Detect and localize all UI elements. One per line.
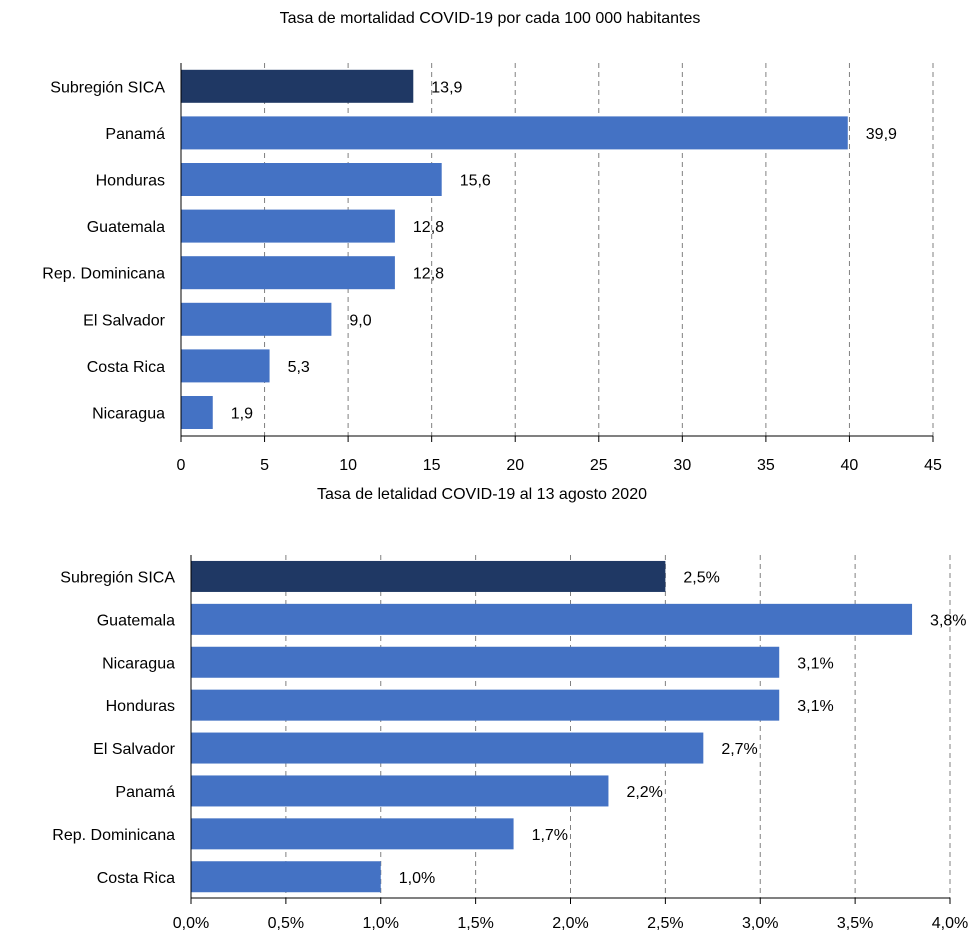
data-label: 3,8% — [930, 612, 966, 629]
data-label: 12,8 — [413, 219, 444, 236]
category-label: El Salvador — [93, 741, 175, 758]
data-label: 1,9 — [231, 406, 253, 423]
x-tick-label: 40 — [841, 457, 859, 474]
category-label: Costa Rica — [97, 870, 175, 887]
category-label: Nicaragua — [102, 655, 175, 672]
category-label: Panamá — [115, 784, 175, 801]
chart-panel-2: Tasa de letalidad COVID-19 al 13 agosto … — [52, 486, 968, 932]
x-tick-label: 1,5% — [457, 915, 493, 932]
category-label: Costa Rica — [87, 359, 165, 376]
chart-panel-1: Tasa de mortalidad COVID-19 por cada 100… — [42, 10, 942, 474]
x-tick-label: 30 — [673, 457, 691, 474]
bar — [181, 302, 332, 336]
data-label: 2,2% — [626, 784, 662, 801]
data-label: 15,6 — [460, 173, 491, 190]
x-tick-label: 5 — [260, 457, 269, 474]
x-tick-label: 25 — [590, 457, 608, 474]
x-tick-label: 45 — [924, 457, 942, 474]
data-label: 39,9 — [866, 126, 897, 143]
x-tick-label: 35 — [757, 457, 775, 474]
bar — [181, 209, 395, 243]
bar — [191, 861, 381, 893]
x-tick-label: 20 — [506, 457, 524, 474]
bar — [191, 603, 913, 635]
bar — [181, 396, 213, 429]
bar — [181, 163, 442, 196]
bar — [191, 560, 666, 592]
x-tick-label: 0,5% — [268, 915, 304, 932]
category-label: Subregión SICA — [50, 79, 165, 96]
category-label: Honduras — [106, 698, 175, 715]
category-label: Guatemala — [87, 219, 165, 236]
x-tick-label: 2,0% — [552, 915, 588, 932]
data-label: 9,0 — [349, 312, 371, 329]
category-label: Guatemala — [97, 612, 175, 629]
x-tick-label: 1,0% — [363, 915, 399, 932]
x-tick-label: 0 — [177, 457, 186, 474]
data-label: 12,8 — [413, 266, 444, 283]
category-label: Panamá — [105, 126, 165, 143]
chart-title: Tasa de mortalidad COVID-19 por cada 100… — [280, 10, 701, 27]
bar — [181, 349, 270, 383]
x-tick-label: 15 — [423, 457, 441, 474]
category-label: Nicaragua — [92, 406, 165, 423]
x-tick-label: 2,5% — [647, 915, 683, 932]
data-label: 3,1% — [797, 698, 833, 715]
category-label: El Salvador — [83, 312, 165, 329]
bar — [191, 732, 704, 764]
x-tick-label: 0,0% — [173, 915, 209, 932]
data-label: 1,0% — [399, 870, 435, 887]
bar — [181, 256, 395, 290]
data-label: 3,1% — [797, 655, 833, 672]
category-label: Honduras — [96, 173, 165, 190]
x-tick-label: 3,0% — [742, 915, 778, 932]
bar — [191, 689, 780, 721]
data-label: 5,3 — [288, 359, 310, 376]
category-label: Subregión SICA — [60, 569, 175, 586]
x-tick-label: 4,0% — [932, 915, 968, 932]
bar — [191, 775, 609, 807]
bar — [191, 646, 780, 678]
chart-title: Tasa de letalidad COVID-19 al 13 agosto … — [317, 486, 647, 503]
category-label: Rep. Dominicana — [42, 266, 165, 283]
data-label: 13,9 — [431, 79, 462, 96]
x-tick-label: 10 — [339, 457, 357, 474]
x-tick-label: 3,5% — [837, 915, 873, 932]
data-label: 2,7% — [721, 741, 757, 758]
data-label: 1,7% — [532, 827, 568, 844]
bar — [181, 116, 848, 150]
bar — [191, 818, 514, 850]
category-label: Rep. Dominicana — [52, 827, 175, 844]
bar — [181, 69, 414, 103]
data-label: 2,5% — [683, 569, 719, 586]
